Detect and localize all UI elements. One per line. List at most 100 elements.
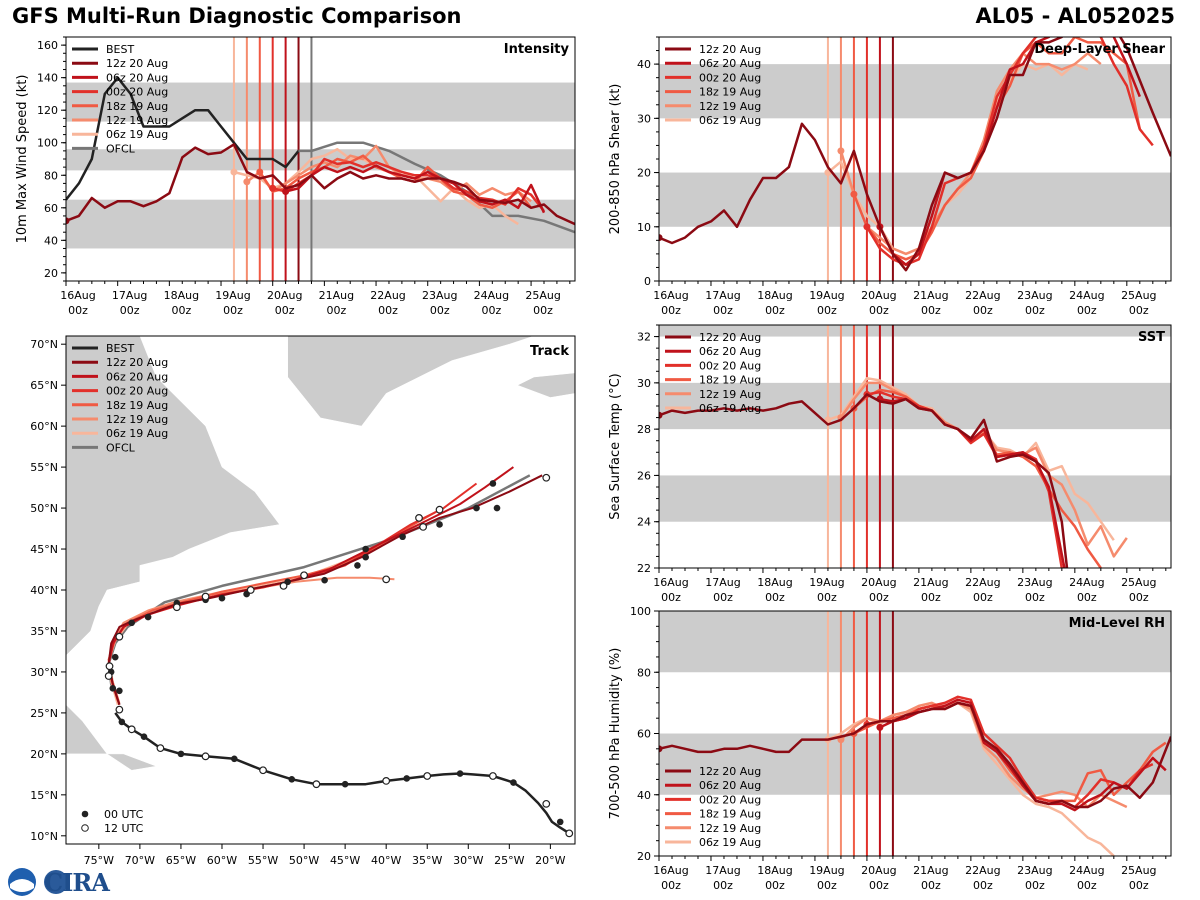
- intensity-legend-label: OFCL: [106, 142, 136, 155]
- intensity-ytick-label: 20: [44, 267, 58, 280]
- track-12utc-point: [279, 582, 288, 590]
- rh-xtick-hour: 00z: [661, 879, 681, 892]
- track-00utc-point: [341, 780, 349, 788]
- track-xtick-label: 65°W: [166, 854, 196, 867]
- intensity-ytick-label: 80: [44, 169, 58, 182]
- sst-init-marker: [659, 411, 663, 419]
- track-legend-label: 12z 20 Aug: [106, 356, 168, 369]
- intensity-legend-label: 12z 20 Aug: [106, 57, 168, 70]
- track-plot-area: [66, 336, 575, 844]
- track-00utc-point: [118, 718, 126, 726]
- intensity-ytick-label: 120: [37, 104, 58, 117]
- intensity-legend-label: 18z 19 Aug: [106, 100, 168, 113]
- intensity-xtick-label: 25Aug: [525, 289, 560, 302]
- shear-ytick-label: 10: [637, 221, 651, 234]
- sst-xtick-label: 24Aug: [1069, 576, 1104, 589]
- land-mass: [287, 336, 535, 427]
- intensity-xtick-hour: 00z: [223, 304, 243, 317]
- intensity-series-line: [66, 143, 575, 226]
- intensity-init-marker: [256, 168, 264, 176]
- track-ytick-label: 50°N: [30, 502, 58, 515]
- rh-ytick-label: 40: [637, 789, 651, 802]
- track-legend-00utc-label: 00 UTC: [104, 808, 144, 821]
- track-12utc-point: [104, 672, 113, 680]
- shear-panel-title: Deep-Layer Shear: [1034, 42, 1165, 57]
- rh-init-marker: [659, 745, 663, 753]
- track-xtick-label: 35°W: [412, 854, 442, 867]
- shear-xtick-hour: 00z: [973, 304, 993, 317]
- sst-xtick-label: 22Aug: [965, 576, 1000, 589]
- rh-xtick-label: 19Aug: [809, 864, 844, 877]
- rh-xtick-label: 25Aug: [1121, 864, 1156, 877]
- track-00utc-point: [456, 770, 464, 777]
- intensity-legend-label: 12z 19 Aug: [106, 114, 168, 127]
- track-12utc-point: [419, 523, 428, 531]
- shear-xtick-hour: 00z: [921, 304, 941, 317]
- intensity-xtick-hour: 00z: [171, 304, 191, 317]
- intensity-xtick-label: 17Aug: [112, 289, 147, 302]
- rh-xtick-hour: 00z: [817, 879, 837, 892]
- shear-xtick-hour: 00z: [661, 304, 681, 317]
- track-00utc-point: [362, 545, 369, 553]
- sst-band: [659, 325, 1171, 337]
- intensity-xtick-hour: 00z: [275, 304, 295, 317]
- rh-ytick-label: 60: [637, 728, 651, 741]
- shear-xtick-hour: 00z: [817, 304, 837, 317]
- rh-plot-area: [659, 611, 1171, 856]
- track-12utc-point: [565, 829, 574, 838]
- intensity-panel-title: Intensity: [504, 42, 570, 57]
- track-12utc-point: [127, 725, 136, 734]
- rh-series-line: [840, 701, 1128, 809]
- track-ytick-label: 30°N: [30, 666, 58, 679]
- shear-legend-label: 18z 19 Aug: [699, 86, 761, 99]
- track-ytick-label: 65°N: [30, 379, 58, 392]
- track-ytick-label: 15°N: [30, 789, 58, 802]
- rh-band: [659, 611, 1171, 673]
- track-00utc-point: [354, 562, 361, 569]
- track-00utc-point: [473, 504, 480, 512]
- sst-ytick-label: 28: [637, 423, 651, 436]
- intensity-xtick-hour: 00z: [430, 304, 450, 317]
- intensity-xtick-hour: 00z: [326, 304, 346, 317]
- sst-ytick-label: 24: [637, 516, 651, 529]
- track-legend-label: 18z 19 Aug: [106, 399, 168, 412]
- track-xtick-label: 20°W: [535, 854, 565, 867]
- intensity-ylabel: 10m Max Wind Speed (kt): [15, 75, 30, 244]
- sst-xtick-hour: 00z: [921, 591, 941, 604]
- rh-legend-label: 12z 20 Aug: [699, 765, 761, 778]
- sst-plot-area: [659, 325, 1171, 568]
- track-12utc-point: [382, 575, 391, 584]
- track-xtick-label: 40°W: [371, 854, 401, 867]
- sst-band: [659, 475, 1171, 522]
- intensity-xtick-label: 20Aug: [267, 289, 302, 302]
- track-legend-12utc-marker: [81, 824, 89, 832]
- track-xtick-label: 45°W: [330, 854, 360, 867]
- intensity-xtick-label: 23Aug: [422, 289, 457, 302]
- track-12utc-point: [105, 662, 114, 671]
- shear-xtick-label: 16Aug: [653, 289, 688, 302]
- shear-legend-label: 12z 19 Aug: [699, 100, 761, 113]
- intensity-legend-label: BEST: [106, 43, 134, 56]
- shear-ylabel: 200-850 hPa Shear (kt): [608, 84, 623, 235]
- sst-ytick-label: 26: [637, 469, 651, 482]
- sst-legend-label: 06z 19 Aug: [699, 402, 761, 415]
- rh-series-line: [659, 701, 1171, 809]
- intensity-xtick-label: 19Aug: [215, 289, 250, 302]
- sst-xtick-hour: 00z: [817, 591, 837, 604]
- intensity-legend-label: 06z 19 Aug: [106, 128, 168, 141]
- intensity-legend-label: 06z 20 Aug: [106, 71, 168, 84]
- track-12utc-point: [382, 777, 391, 785]
- sst-ytick-label: 32: [637, 331, 651, 344]
- track-00utc-point: [403, 775, 411, 782]
- shear-series-line: [659, 37, 1171, 272]
- land-mass: [66, 336, 280, 844]
- sst-xtick-label: 25Aug: [1121, 576, 1156, 589]
- rh-xtick-label: 22Aug: [965, 864, 1000, 877]
- rh-xtick-label: 17Aug: [705, 864, 740, 877]
- track-ytick-label: 10°N: [30, 830, 58, 843]
- intensity-best-line: [66, 76, 300, 201]
- track-00utc-point: [140, 733, 148, 740]
- shear-init-marker: [837, 147, 845, 155]
- shear-xtick-hour: 00z: [1025, 304, 1045, 317]
- track-legend-label: 06z 20 Aug: [106, 370, 168, 383]
